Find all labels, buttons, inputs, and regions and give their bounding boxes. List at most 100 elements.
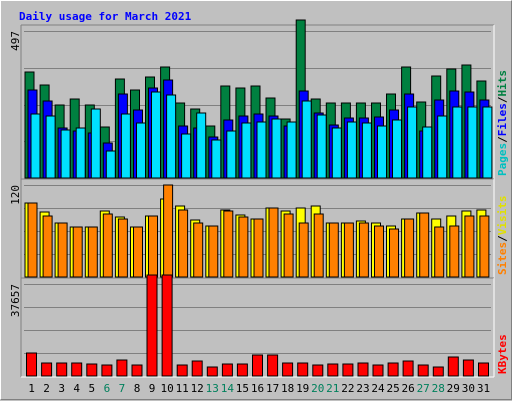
day-label-7: 7 — [119, 382, 126, 395]
day-label-20: 20 — [311, 382, 324, 395]
bar-kbytes-day-19 — [297, 362, 309, 377]
bar-pages-day-2 — [45, 115, 56, 179]
bar-sites-day-1 — [27, 202, 38, 278]
bar-sites-day-20 — [313, 213, 324, 278]
bar-pages-day-10 — [166, 94, 177, 179]
legend-separator: / — [496, 96, 509, 103]
bar-kbytes-day-18 — [282, 362, 294, 377]
bar-sites-day-27 — [419, 212, 430, 278]
bar-pages-day-28 — [437, 115, 448, 179]
bar-pages-day-19 — [301, 100, 312, 179]
day-label-13: 13 — [206, 382, 219, 395]
bar-sites-day-5 — [87, 226, 98, 278]
bar-kbytes-day-6 — [101, 364, 113, 377]
bar-sites-day-17 — [268, 207, 279, 278]
bar-pages-day-22 — [346, 121, 357, 179]
bar-pages-day-29 — [452, 106, 463, 179]
day-label-15: 15 — [236, 382, 249, 395]
day-label-19: 19 — [296, 382, 309, 395]
day-label-17: 17 — [266, 382, 279, 395]
bar-pages-day-16 — [256, 121, 267, 179]
bar-kbytes-day-25 — [387, 362, 399, 377]
bar-pages-day-14 — [226, 130, 237, 179]
bar-sites-day-2 — [42, 215, 53, 278]
bar-sites-day-3 — [57, 222, 68, 278]
bar-pages-day-20 — [316, 114, 327, 179]
legend-files: Files — [496, 103, 509, 136]
bar-pages-day-15 — [241, 122, 252, 179]
panel-visits-sites: 120 Sites/Visits — [9, 178, 509, 279]
bar-kbytes-day-28 — [432, 366, 444, 377]
bar-pages-day-25 — [392, 119, 402, 179]
bar-pages-day-24 — [377, 125, 387, 179]
bar-sites-day-24 — [374, 225, 384, 278]
bar-sites-day-19 — [298, 222, 309, 278]
bar-pages-day-6 — [105, 150, 116, 179]
y-max-label: 497 — [9, 31, 22, 51]
bar-sites-day-13 — [208, 225, 219, 278]
bar-pages-day-27 — [422, 126, 433, 179]
legend-hits-files-pages: Pages/Files/Hits — [496, 70, 509, 176]
bar-kbytes-day-16 — [252, 354, 263, 377]
bar-sites-day-7 — [117, 218, 128, 278]
legend-visits: Visits — [496, 196, 509, 236]
bar-sites-day-23 — [358, 222, 369, 278]
day-label-26: 26 — [401, 382, 414, 395]
bar-kbytes-day-1 — [26, 352, 37, 377]
bar-pages-day-17 — [271, 118, 282, 179]
bar-kbytes-day-13 — [206, 366, 218, 377]
bar-sites-day-8 — [133, 226, 143, 278]
bar-sites-day-22 — [343, 222, 354, 278]
panel-hits-files-pages: 497 Pages/Files/Hits — [9, 19, 509, 180]
day-label-27: 27 — [417, 382, 430, 395]
bar-pages-day-5 — [90, 108, 101, 179]
bar-sites-day-10 — [163, 184, 174, 278]
bar-sites-day-6 — [102, 213, 113, 278]
bar-kbytes-day-30 — [462, 359, 474, 377]
legend-hits: Hits — [496, 70, 509, 97]
day-label-8: 8 — [134, 382, 141, 395]
bar-sites-day-9 — [148, 215, 158, 278]
bar-kbytes-day-20 — [312, 364, 324, 377]
day-label-30: 30 — [462, 382, 475, 395]
bar-sites-day-15 — [238, 216, 249, 278]
y-max-label: 120 — [9, 185, 22, 205]
legend-kbytes: KBytes — [496, 334, 509, 374]
chart-panels: 497 Pages/Files/Hits 120 Sites/Visits37657K… — [9, 19, 509, 378]
bar-sites-day-29 — [449, 225, 460, 278]
day-label-18: 18 — [281, 382, 294, 395]
bar-kbytes-day-26 — [402, 360, 414, 377]
day-label-1: 1 — [28, 382, 35, 395]
bar-kbytes-day-5 — [86, 363, 98, 377]
bar-pages-day-31 — [482, 106, 493, 179]
bar-pages-day-8 — [136, 122, 146, 179]
bar-kbytes-day-15 — [236, 363, 248, 377]
day-label-4: 4 — [73, 382, 80, 395]
bar-sites-day-26 — [404, 218, 415, 278]
bar-pages-day-11 — [181, 133, 192, 179]
bar-kbytes-day-23 — [357, 362, 369, 377]
day-label-24: 24 — [371, 382, 385, 395]
bar-kbytes-day-10 — [161, 274, 173, 377]
bar-sites-day-25 — [389, 228, 399, 278]
legend-separator: / — [496, 235, 509, 242]
bar-kbytes-day-8 — [131, 364, 143, 377]
bar-kbytes-day-22 — [342, 363, 354, 377]
bar-sites-day-30 — [464, 215, 475, 278]
bar-kbytes-day-11 — [176, 364, 188, 377]
day-label-10: 10 — [160, 382, 173, 395]
day-label-3: 3 — [58, 382, 65, 395]
bar-pages-day-21 — [331, 127, 342, 179]
bar-sites-day-21 — [328, 222, 339, 278]
legend-visits-sites: Sites/Visits — [496, 196, 509, 276]
bar-pages-day-18 — [286, 121, 297, 179]
bar-pages-day-23 — [361, 122, 372, 179]
panel-kbytes: 37657 KBytes — [9, 274, 509, 378]
bar-pages-day-9 — [151, 91, 161, 179]
bar-sites-day-16 — [253, 218, 264, 278]
bar-pages-day-13 — [211, 139, 222, 179]
day-label-11: 11 — [176, 382, 189, 395]
bar-kbytes-day-3 — [56, 362, 68, 377]
